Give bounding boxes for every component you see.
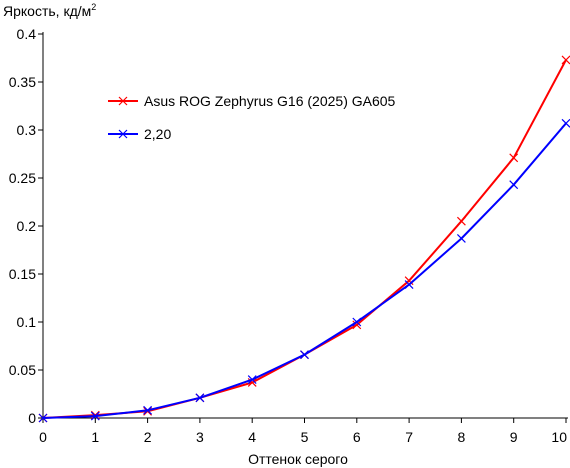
x-tick-label: 8 — [458, 429, 466, 445]
x-tick-label: 1 — [91, 429, 99, 445]
y-axis-label: Яркость, кд/м — [3, 3, 91, 19]
data-point — [456, 216, 466, 226]
y-axis-ticks: 0 0.05 0.1 0.15 0.2 0.25 0.3 0.35 0.4 — [9, 26, 43, 426]
x-axis-label: Оттенок серого — [248, 451, 348, 467]
y-tick-label: 0.3 — [17, 122, 37, 138]
legend-label: 2,20 — [144, 126, 171, 142]
x-tick-label: 10 — [551, 429, 567, 445]
legend-item-2: 2,20 — [108, 126, 171, 142]
data-point — [404, 280, 414, 289]
x-tick-label: 0 — [39, 429, 47, 445]
data-point — [143, 405, 153, 415]
x-tick-label: 6 — [353, 429, 361, 445]
data-point — [195, 393, 205, 403]
data-point — [561, 118, 570, 128]
x-tick-label: 3 — [196, 429, 204, 445]
svg-text:Яркость, кд/м2: Яркость, кд/м2 — [3, 2, 96, 19]
y-tick-label: 0.1 — [17, 314, 37, 330]
legend-marker — [118, 96, 128, 106]
x-tick-label: 2 — [144, 429, 152, 445]
y-tick-label: 0.2 — [17, 218, 37, 234]
x-tick-label: 7 — [405, 429, 413, 445]
series-2 — [38, 118, 570, 423]
y-tick-label: 0.25 — [9, 170, 36, 186]
data-point — [300, 350, 309, 360]
y-tick-label: 0.4 — [17, 26, 37, 42]
data-point — [509, 153, 519, 163]
y-axis-label-superscript: 2 — [91, 2, 96, 12]
legend: Asus ROG Zephyrus G16 (2025) GA605 2,20 — [108, 93, 396, 142]
data-point — [509, 180, 519, 190]
data-point — [352, 317, 362, 327]
series-line — [42, 59, 567, 419]
y-tick-label: 0.35 — [9, 74, 36, 90]
legend-marker — [118, 129, 128, 139]
data-point — [352, 320, 362, 330]
legend-label: Asus ROG Zephyrus G16 (2025) GA605 — [144, 93, 396, 109]
x-tick-label: 5 — [301, 429, 309, 445]
x-tick-label: 4 — [248, 429, 256, 445]
series-line — [42, 122, 567, 419]
x-tick-label: 9 — [510, 429, 518, 445]
data-point — [456, 234, 466, 243]
axes — [42, 32, 568, 419]
data-point — [247, 375, 257, 385]
legend-item-1: Asus ROG Zephyrus G16 (2025) GA605 — [108, 93, 396, 109]
data-point — [561, 55, 570, 65]
data-point — [38, 413, 48, 423]
x-axis-ticks: 0 1 2 3 4 5 6 7 8 9 10 — [39, 418, 567, 445]
y-tick-label: 0.15 — [9, 266, 36, 282]
y-tick-label: 0 — [28, 410, 36, 426]
series-1 — [38, 55, 570, 423]
y-axis-title: Яркость, кд/м2 — [3, 2, 96, 19]
data-point — [90, 411, 100, 421]
series-layer — [38, 55, 570, 423]
y-tick-label: 0.05 — [9, 362, 36, 378]
